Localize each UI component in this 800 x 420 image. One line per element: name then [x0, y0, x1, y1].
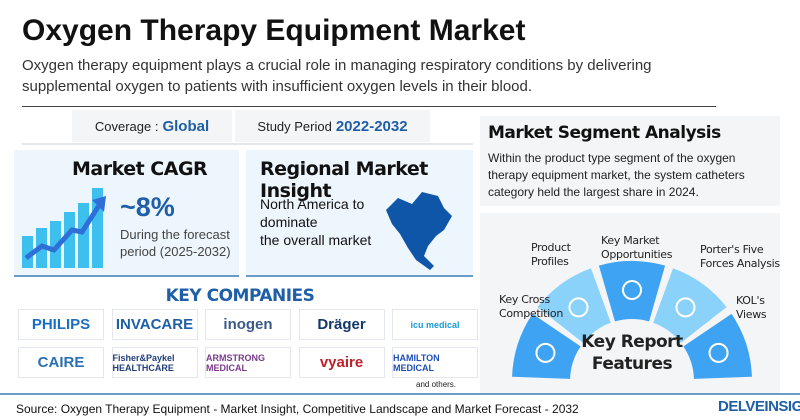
and-others: and others. [416, 380, 457, 389]
study-period-box: Study Period 2022-2032 [235, 110, 430, 142]
cagr-note-line1: During the forecast [120, 227, 230, 242]
feature-icon [535, 342, 556, 363]
regional-panel: Regional Market Insight North America to… [246, 150, 473, 277]
feature-icon [568, 297, 589, 318]
north-america-map-icon [386, 192, 452, 270]
delveinsight-logo: DELVEINSIGHT [718, 398, 800, 415]
cagr-panel: Market CAGR ~8% During the forecast peri… [14, 150, 239, 277]
feature-label: KOL's Views [736, 294, 767, 321]
feature-segment [598, 261, 666, 322]
company-logo: PHILIPS [18, 309, 104, 340]
coverage-box: Coverage : Global [72, 110, 232, 142]
cagr-value: ~8% [120, 192, 175, 222]
description: Oxygen therapy equipment plays a crucial… [22, 57, 652, 95]
feature-segment [683, 313, 752, 379]
divider [0, 393, 800, 395]
company-logo: ARMSTRONG MEDICAL [205, 347, 291, 378]
features-center-line2: Features [591, 354, 673, 374]
feature-icon [675, 297, 696, 318]
company-logo: HAMILTON MEDICAL [392, 347, 478, 378]
cagr-note-line2: period (2025-2032) [120, 244, 231, 259]
feature-label: Product Profiles [531, 241, 571, 268]
company-logo: CAIRE [18, 347, 104, 378]
feature-label: Key Market Opportunities [601, 234, 673, 261]
features-arc [512, 261, 752, 379]
feature-segment [512, 313, 581, 379]
feature-icon [708, 342, 729, 363]
study-period-value: 2022-2032 [335, 117, 408, 135]
coverage-label: Coverage : [94, 118, 159, 134]
company-logo: Dräger [298, 309, 385, 340]
source-text: Source: Oxygen Therapy Equipment - Marke… [16, 402, 579, 416]
cagr-title: Market CAGR [72, 158, 208, 180]
key-companies-title: KEY COMPANIES [165, 286, 315, 306]
company-logo: Fisher&Paykel HEALTHCARE [111, 347, 198, 378]
page-title: Oxygen Therapy Equipment Market [22, 14, 526, 47]
segment-text: Within the product type segment of the o… [488, 151, 745, 199]
company-logo: vyaire [298, 347, 385, 378]
regional-line3: the overall market [260, 232, 372, 248]
regional-title: Regional Market Insight [260, 158, 428, 202]
company-logo: inogen [205, 309, 291, 340]
feature-segment [653, 268, 727, 343]
feature-segment [537, 268, 611, 343]
company-logo: INVACARE [111, 309, 198, 340]
features-center-line1: Key Report [581, 332, 683, 352]
bar-chart-growth-icon [22, 188, 106, 268]
regional-line1: North America to [260, 196, 365, 212]
company-logo: icu medical [392, 309, 478, 340]
study-period-label: Study Period [257, 118, 332, 134]
feature-label: Key Cross Competition [499, 293, 564, 320]
divider [22, 106, 716, 107]
features-panel: Key Report Features Key Cross Competitio… [480, 213, 780, 395]
segment-title: Market Segment Analysis [488, 123, 721, 143]
feature-icon [622, 280, 642, 300]
feature-label: Porter's Five Forces Analysis [700, 243, 780, 270]
divider [22, 143, 473, 145]
segment-panel: Market Segment Analysis Within the produ… [480, 116, 780, 206]
coverage-value: Global [162, 117, 210, 135]
regional-line2: dominate [260, 214, 318, 230]
